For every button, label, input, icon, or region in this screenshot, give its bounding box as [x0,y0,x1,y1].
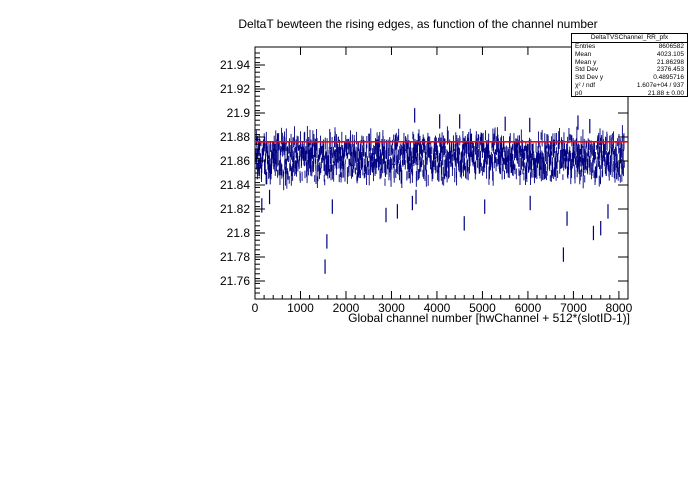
stats-box-title: DeltaTVSChannel_RR_pfx [572,34,687,43]
y-tick-label: 21.82 [220,202,250,216]
x-tick-label: 7000 [560,301,587,315]
y-tick-label: 21.88 [220,130,250,144]
y-tick-label: 21.8 [227,226,251,240]
stats-label: Std Dev [575,66,599,74]
stats-row-std-dev-y: Std Dev y 0.4895716 [572,74,687,82]
y-tick-label: 21.94 [220,58,250,72]
x-tick-label: 1000 [287,301,314,315]
stats-value: 21.88 ± 0.00 [647,89,684,97]
stats-box: DeltaTVSChannel_RR_pfx Entries 8606582 Me… [571,33,688,97]
stats-row-entries: Entries 8606582 [572,43,687,51]
stats-label: Std Dev y [575,74,604,82]
stats-row-mean: Mean 4023.105 [572,51,687,59]
chart-title: DeltaT bewteen the rising edges, as func… [238,17,598,31]
stats-label: Mean y [575,58,597,66]
y-tick-label: 21.84 [220,178,250,192]
stats-row-mean-y: Mean y 21.86298 [572,59,687,67]
stats-row-chi2: χ² / ndf 1.607e+04 / 937 [572,82,687,90]
x-tick-label: 8000 [606,301,633,315]
data-points [255,108,625,274]
stats-value: 0.4895716 [653,74,684,82]
y-tick-label: 21.92 [220,82,250,96]
stats-value: 21.86298 [656,58,684,66]
x-tick-label: 2000 [333,301,360,315]
x-tick-label: 6000 [515,301,542,315]
x-axis: 0 1000 2000 3000 4000 5000 6000 7000 8000 [252,47,633,315]
x-tick-label: 3000 [378,301,405,315]
x-tick-label: 0 [252,301,259,315]
stats-value: 2376.453 [656,66,684,74]
stats-label: Entries [575,43,596,50]
stats-value: 1.607e+04 / 937 [636,81,684,89]
stats-label: p0 [575,89,583,97]
y-tick-label: 21.9 [227,106,251,120]
stats-label: χ² / ndf [575,81,596,89]
stats-row-p0: p0 21.88 ± 0.00 [572,90,687,98]
y-tick-label: 21.78 [220,250,250,264]
stats-label: Mean [575,50,592,58]
y-tick-label: 21.76 [220,274,250,288]
y-axis: 21.76 21.78 21.8 21.82 21.84 21.86 21.88 21.9 21… [220,52,628,294]
x-tick-label: 5000 [469,301,496,315]
x-axis-label: Global channel number [hwChannel + 512*(… [348,311,630,325]
x-tick-label: 4000 [424,301,451,315]
stats-value: 8606582 [658,43,684,50]
y-tick-label: 21.86 [220,154,250,168]
stats-value: 4023.105 [656,50,684,58]
stats-row-std-dev: Std Dev 2376.453 [572,66,687,74]
